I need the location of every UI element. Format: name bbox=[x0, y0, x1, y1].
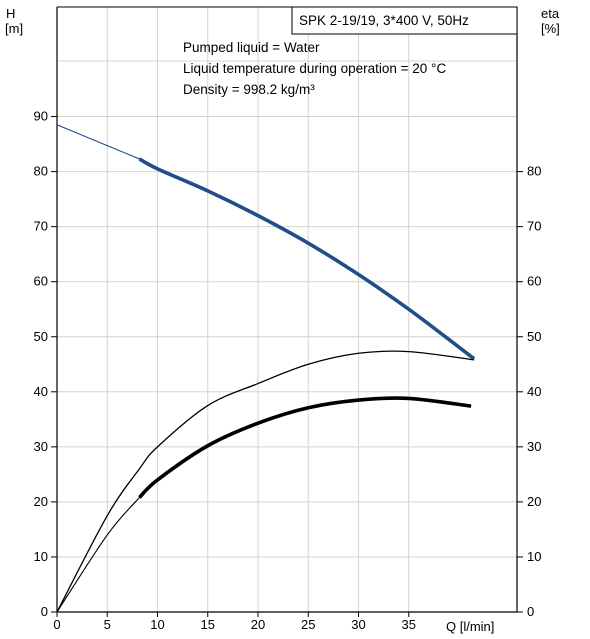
head-curve-operating bbox=[138, 157, 476, 361]
right-tick-label-80: 80 bbox=[527, 164, 541, 179]
left-tick-label-70: 70 bbox=[34, 219, 48, 234]
curves bbox=[56, 124, 476, 613]
head-curve-extrapolated bbox=[56, 124, 140, 160]
info-line-liquid: Pumped liquid = Water bbox=[183, 40, 320, 55]
axis-ticks: 0 10 20 30 40 50 60 70 80 90 0 10 20 30 40 50 60 70 80 0 5 10… bbox=[34, 109, 542, 632]
left-tick-label-40: 40 bbox=[34, 384, 48, 399]
left-axis-title-line2: [m] bbox=[5, 21, 23, 36]
right-tick-label-10: 10 bbox=[527, 549, 541, 564]
right-tick-label-40: 40 bbox=[527, 384, 541, 399]
x-tick-label-30: 30 bbox=[351, 617, 365, 632]
chart-title: SPK 2-19/19, 3*400 V, 50Hz bbox=[299, 13, 469, 28]
left-tick-label-50: 50 bbox=[34, 329, 48, 344]
x-axis-title: Q [l/min] bbox=[446, 619, 494, 634]
right-axis-title-line2: [%] bbox=[541, 21, 560, 36]
plot-frame bbox=[56, 6, 518, 613]
x-tick-label-10: 10 bbox=[150, 617, 164, 632]
x-tick-label-25: 25 bbox=[301, 617, 315, 632]
right-tick-label-70: 70 bbox=[527, 219, 541, 234]
left-axis-title-line1: H bbox=[6, 6, 15, 21]
x-tick-label-15: 15 bbox=[201, 617, 215, 632]
info-block: Pumped liquid = Water Liquid temperature… bbox=[183, 40, 446, 97]
left-tick-label-20: 20 bbox=[34, 494, 48, 509]
left-tick-label-60: 60 bbox=[34, 274, 48, 289]
efficiency-lower-curve-operating bbox=[138, 396, 472, 499]
efficiency-upper-curve bbox=[56, 350, 475, 613]
title-box: SPK 2-19/19, 3*400 V, 50Hz bbox=[291, 6, 518, 35]
grid bbox=[57, 7, 517, 612]
x-tick-label-20: 20 bbox=[251, 617, 265, 632]
left-tick-label-10: 10 bbox=[34, 549, 48, 564]
info-line-temperature: Liquid temperature during operation = 20… bbox=[183, 61, 446, 76]
right-tick-label-50: 50 bbox=[527, 329, 541, 344]
right-tick-label-0: 0 bbox=[527, 604, 534, 619]
left-tick-label-0: 0 bbox=[41, 604, 48, 619]
x-tick-label-35: 35 bbox=[402, 617, 416, 632]
left-tick-label-80: 80 bbox=[34, 164, 48, 179]
right-tick-label-30: 30 bbox=[527, 439, 541, 454]
efficiency-lower-curve-extrapolated bbox=[56, 497, 140, 613]
info-line-density: Density = 998.2 kg/m³ bbox=[183, 82, 315, 97]
right-axis-title-line1: eta bbox=[541, 6, 560, 21]
x-tick-label-5: 5 bbox=[104, 617, 111, 632]
right-tick-label-20: 20 bbox=[527, 494, 541, 509]
left-tick-label-90: 90 bbox=[34, 109, 48, 124]
x-tick-label-0: 0 bbox=[53, 617, 60, 632]
right-tick-label-60: 60 bbox=[527, 274, 541, 289]
left-tick-label-30: 30 bbox=[34, 439, 48, 454]
